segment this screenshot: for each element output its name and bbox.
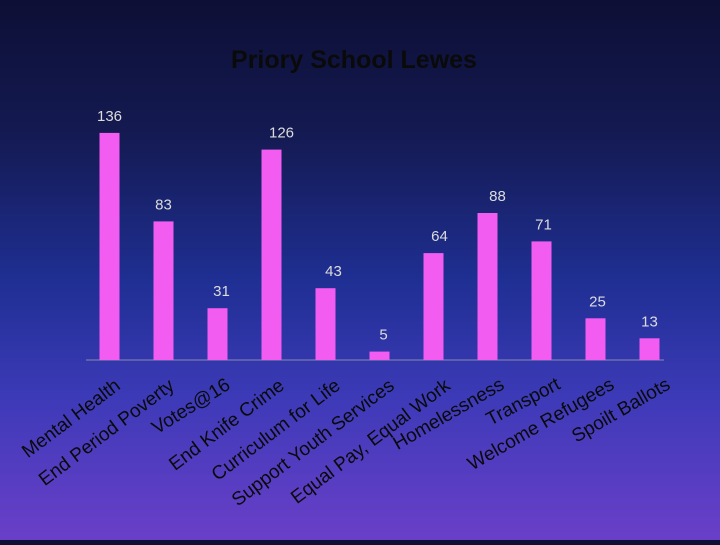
bar-6	[369, 351, 390, 360]
bar-11	[639, 338, 660, 360]
value-label-11: 13	[641, 313, 658, 330]
value-label-10: 25	[589, 293, 606, 310]
value-label-7: 64	[431, 228, 448, 245]
value-label-3: 31	[213, 283, 230, 300]
bar-7	[423, 253, 444, 360]
value-label-6: 5	[379, 327, 387, 344]
bar-2	[153, 221, 174, 360]
bar-4	[261, 149, 282, 360]
chart-title: Priory School Lewes	[231, 46, 477, 74]
bar-9	[531, 241, 552, 360]
bar-5	[315, 288, 336, 360]
value-label-5: 43	[325, 263, 342, 280]
value-label-1: 136	[97, 108, 122, 125]
value-label-4: 126	[269, 125, 294, 142]
bar-3	[207, 308, 228, 360]
bars	[99, 132, 660, 361]
value-label-8: 88	[489, 188, 506, 205]
value-label-2: 83	[155, 196, 172, 213]
value-labels: 136 83 31 126 43 5 64 88 71 25 13	[97, 108, 658, 344]
bar-10	[585, 318, 606, 361]
value-label-9: 71	[535, 216, 552, 233]
bar-1	[99, 132, 120, 360]
bar-8	[477, 213, 498, 360]
